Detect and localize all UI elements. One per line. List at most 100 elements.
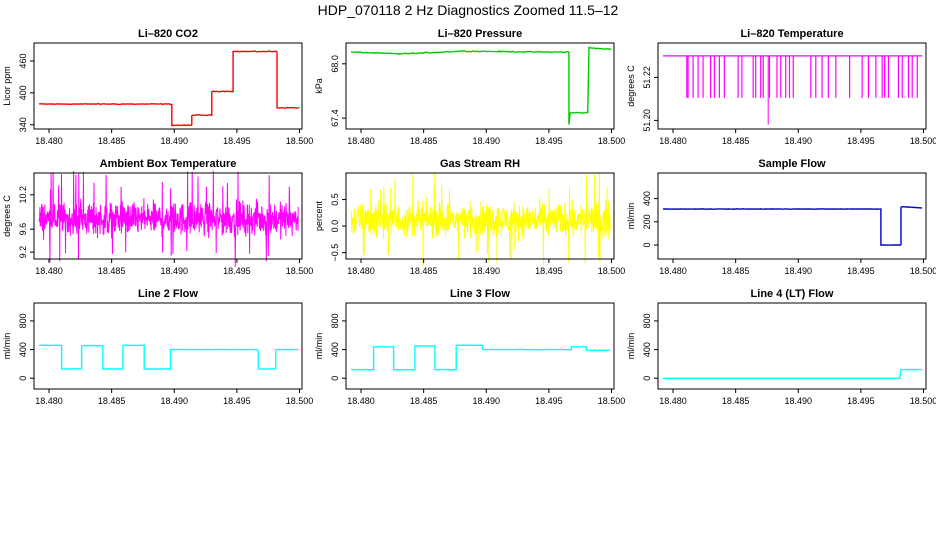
x-tick-label: 18.480 (659, 396, 687, 406)
y-tick-label: 400 (642, 342, 652, 357)
plot-frame (345, 42, 615, 130)
series-line (350, 173, 611, 266)
panel-title: Sample Flow (758, 158, 826, 170)
x-tick-label: 18.500 (286, 266, 314, 276)
plot-frame (657, 302, 927, 390)
x-tick-label: 18.480 (659, 136, 687, 146)
panel-title: Line 3 Flow (450, 288, 510, 300)
plot-frame (33, 302, 303, 390)
x-tick-label: 18.485 (722, 136, 750, 146)
y-tick-label: 800 (330, 313, 340, 328)
series-line (662, 205, 923, 246)
x-tick-label: 18.495 (535, 396, 563, 406)
y-axis-label: Licor ppm (2, 66, 12, 106)
panel-ambient: Ambient Box Temperature degrees C 18.480 18… (2, 158, 313, 276)
panel-rh: Gas Stream RH percent 18.480 18.485 18.490 18… (314, 158, 625, 276)
y-tick-label: 0.0 (330, 220, 340, 233)
y-axis-label: ml/min (314, 333, 324, 360)
x-tick-label: 18.495 (535, 136, 563, 146)
plot-frame (33, 172, 303, 260)
series-line (38, 50, 300, 127)
x-tick-label: 18.485 (98, 136, 126, 146)
x-tick-label: 18.490 (472, 136, 500, 146)
x-tick-label: 18.480 (35, 266, 63, 276)
x-tick-label: 18.500 (286, 136, 314, 146)
x-tick-label: 18.490 (472, 396, 500, 406)
panel-title: Li–820 CO2 (138, 28, 198, 40)
panel-title: Li–820 Pressure (438, 28, 522, 40)
x-tick-label: 18.490 (784, 136, 812, 146)
panel-line4: Line 4 (LT) Flow ml/min 18.480 18.485 18.490… (626, 288, 936, 406)
panel-title: Ambient Box Temperature (100, 158, 237, 170)
x-tick-label: 18.485 (98, 266, 126, 276)
x-tick-label: 18.495 (847, 136, 875, 146)
y-tick-label: 400 (330, 342, 340, 357)
y-axis-label: ml/min (2, 333, 12, 360)
plot-frame (345, 172, 615, 260)
y-tick-label: 200 (642, 214, 652, 229)
series-line (39, 344, 299, 370)
x-tick-label: 18.495 (535, 266, 563, 276)
x-tick-label: 18.490 (160, 136, 188, 146)
panel-title: Line 2 Flow (138, 288, 198, 300)
panel-co2: Li–820 CO2 Licor ppm 18.480 18.485 18.490 18.… (2, 28, 313, 146)
panel-temperature: Li–820 Temperature degrees C 18.480 18.485 1… (626, 28, 936, 146)
y-tick-label: 0.5 (330, 193, 340, 206)
y-tick-label: 0 (330, 376, 340, 381)
panel-pressure: Li–820 Pressure kPa 18.480 18.485 18.490 18.4… (314, 28, 625, 146)
panel-title: Li–820 Temperature (740, 28, 843, 40)
y-tick-label: 800 (18, 313, 28, 328)
y-tick-label: 400 (18, 342, 28, 357)
x-tick-label: 18.490 (160, 266, 188, 276)
series-line (350, 344, 611, 371)
plot-frame (33, 42, 303, 130)
x-tick-label: 18.485 (410, 136, 438, 146)
figure-title: HDP_070118 2 Hz Diagnostics Zoomed 11.5–… (317, 2, 619, 18)
x-tick-label: 18.485 (722, 266, 750, 276)
y-tick-label: 800 (642, 313, 652, 328)
y-tick-label: 51.20 (642, 109, 652, 132)
y-tick-label: 0 (18, 376, 28, 381)
panel-line3: Line 3 Flow ml/min 18.480 18.485 18.490 18.49… (314, 288, 625, 406)
x-tick-label: 18.490 (784, 266, 812, 276)
y-tick-label: 9.6 (18, 223, 28, 236)
y-tick-label: 0 (642, 243, 652, 248)
x-tick-label: 18.495 (847, 396, 875, 406)
panel-title: Line 4 (LT) Flow (751, 288, 834, 300)
x-tick-label: 18.500 (598, 136, 626, 146)
y-tick-label: 0 (642, 376, 652, 381)
x-tick-label: 18.500 (910, 396, 936, 406)
series-line (663, 368, 923, 379)
y-tick-label: 9.2 (18, 246, 28, 259)
x-tick-label: 18.500 (598, 396, 626, 406)
y-tick-label: 400 (642, 191, 652, 206)
x-tick-label: 18.480 (347, 266, 375, 276)
y-tick-label: 460 (18, 54, 28, 69)
series-line (38, 170, 299, 268)
x-tick-label: 18.500 (910, 266, 936, 276)
x-tick-label: 18.480 (35, 136, 63, 146)
x-tick-label: 18.495 (223, 396, 251, 406)
y-tick-label: −0.5 (330, 244, 340, 262)
x-tick-label: 18.480 (35, 396, 63, 406)
panel-sample_flow: Sample Flow ml/min 18.480 18.485 18.490 18.49… (626, 158, 936, 276)
x-tick-label: 18.485 (410, 266, 438, 276)
x-tick-label: 18.490 (160, 396, 188, 406)
panel-line2: Line 2 Flow ml/min 18.480 18.485 18.490 18.49… (2, 288, 313, 406)
x-tick-label: 18.485 (410, 396, 438, 406)
y-tick-label: 68.0 (330, 55, 340, 73)
y-axis-label: degrees C (626, 65, 636, 107)
x-tick-label: 18.480 (347, 136, 375, 146)
x-tick-label: 18.495 (847, 266, 875, 276)
x-tick-label: 18.500 (598, 266, 626, 276)
y-tick-label: 51.22 (642, 66, 652, 89)
x-tick-label: 18.480 (347, 396, 375, 406)
y-axis-label: percent (314, 200, 324, 231)
y-axis-label: kPa (314, 78, 324, 94)
plot-frame (345, 302, 615, 390)
x-tick-label: 18.495 (223, 136, 251, 146)
x-tick-label: 18.495 (223, 266, 251, 276)
y-tick-label: 400 (18, 85, 28, 100)
y-axis-label: ml/min (626, 333, 636, 360)
